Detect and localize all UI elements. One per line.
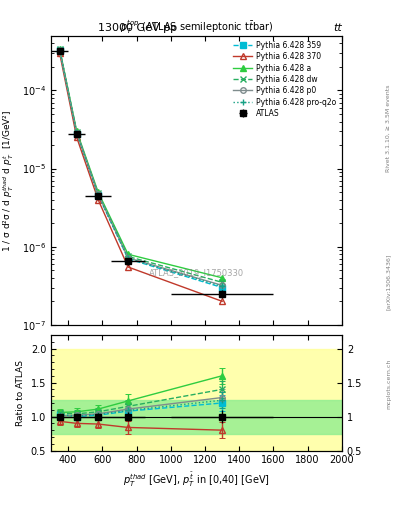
Line: Pythia 6.428 a: Pythia 6.428 a [56,46,226,281]
Pythia 6.428 dw [74,130,79,136]
Y-axis label: Ratio to ATLAS: Ratio to ATLAS [16,360,25,426]
X-axis label: $p_T^{thad}$ [GeV], $p_T^{\bar{t}}$ in [0,40] [GeV]: $p_T^{thad}$ [GeV], $p_T^{\bar{t}}$ in [… [123,471,270,489]
Pythia 6.428 p0 [57,48,62,54]
Y-axis label: 1 / σ d²σ / d $p_T^{thad}$ d $p_T^{\bar{t}}$  [1/GeV²]: 1 / σ d²σ / d $p_T^{thad}$ d $p_T^{\bar{… [0,109,17,251]
Pythia 6.428 359 [74,131,79,137]
Legend: Pythia 6.428 359, Pythia 6.428 370, Pythia 6.428 a, Pythia 6.428 dw, Pythia 6.42: Pythia 6.428 359, Pythia 6.428 370, Pyth… [230,38,340,121]
Pythia 6.428 p0 [220,282,224,288]
Pythia 6.428 370 [57,50,62,56]
Pythia 6.428 370 [126,264,130,270]
Pythia 6.428 a [57,46,62,52]
Text: mcplots.cern.ch: mcplots.cern.ch [386,359,391,409]
Bar [51,399,342,434]
Pythia 6.428 pro-q2o [57,47,62,53]
Pythia 6.428 pro-q2o [74,131,79,137]
Pythia 6.428 359 [220,285,224,291]
Pythia 6.428 359 [57,47,62,53]
Line: Pythia 6.428 p0: Pythia 6.428 p0 [57,48,225,288]
Pythia 6.428 dw [126,253,130,260]
Text: 13000 GeV pp: 13000 GeV pp [98,23,177,33]
Pythia 6.428 pro-q2o [96,191,101,198]
Pythia 6.428 359 [126,255,130,262]
Pythia 6.428 p0 [96,191,101,197]
Pythia 6.428 370 [96,197,101,203]
Line: Pythia 6.428 dw: Pythia 6.428 dw [56,46,226,286]
Pythia 6.428 a [74,128,79,134]
Bar [51,349,342,451]
Pythia 6.428 359 [96,192,101,198]
Pythia 6.428 a [126,251,130,258]
Pythia 6.428 pro-q2o [220,283,224,289]
Pythia 6.428 pro-q2o [126,255,130,262]
Text: ATLAS_2019_I1750330: ATLAS_2019_I1750330 [149,268,244,278]
Pythia 6.428 dw [96,190,101,197]
Line: Pythia 6.428 pro-q2o: Pythia 6.428 pro-q2o [56,47,226,290]
Pythia 6.428 p0 [74,130,79,136]
Line: Pythia 6.428 370: Pythia 6.428 370 [56,50,226,305]
Text: [arXiv:1306.3436]: [arXiv:1306.3436] [386,253,391,310]
Pythia 6.428 p0 [126,255,130,261]
Pythia 6.428 370 [220,298,224,305]
Line: Pythia 6.428 359: Pythia 6.428 359 [57,47,225,290]
Pythia 6.428 370 [74,135,79,141]
Text: Rivet 3.1.10, ≥ 3.5M events: Rivet 3.1.10, ≥ 3.5M events [386,84,391,172]
Pythia 6.428 a [220,275,224,281]
Pythia 6.428 a [96,189,101,195]
Pythia 6.428 dw [220,279,224,285]
Title: $p_T^{top}$ (ATLAS semileptonic t$\bar{t}$bar): $p_T^{top}$ (ATLAS semileptonic t$\bar{t… [120,18,273,36]
Pythia 6.428 dw [57,47,62,53]
Text: tt: tt [333,23,342,33]
